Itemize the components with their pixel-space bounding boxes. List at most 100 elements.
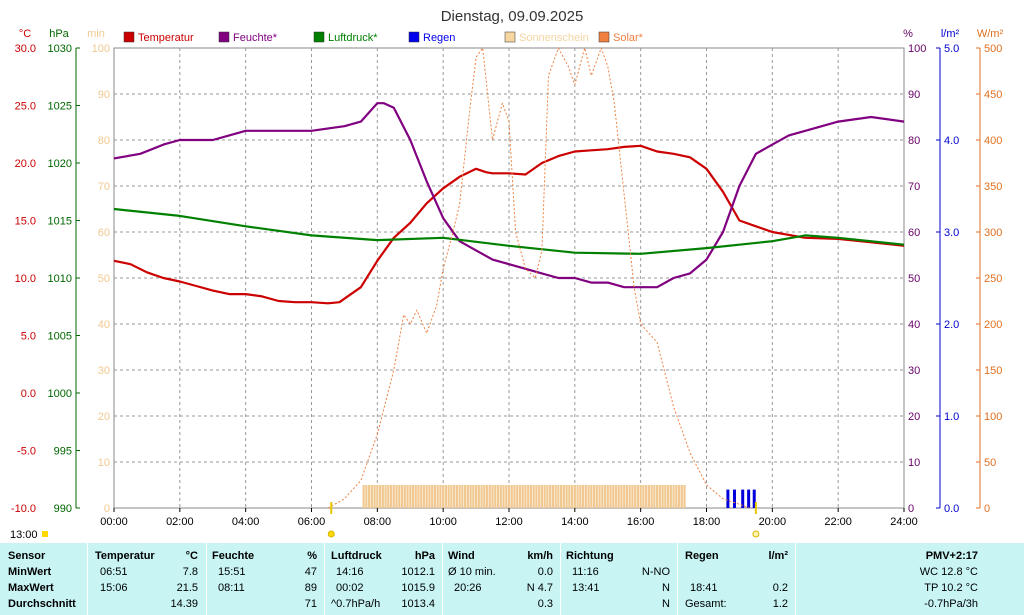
sunshine-bar xyxy=(551,485,554,508)
sunshine-bar xyxy=(521,485,524,508)
sunshine-tick-label: 80 xyxy=(98,135,110,147)
sunshine-bar xyxy=(573,485,576,508)
solar-tick-label: 150 xyxy=(984,365,1002,377)
richtung-max-value: N xyxy=(662,582,670,594)
sunshine-bar xyxy=(477,485,480,508)
sunshine-bar xyxy=(466,485,469,508)
x-tick-label: 16:00 xyxy=(627,516,655,528)
sunshine-bar xyxy=(546,485,549,508)
temperatur-max-time: 15:06 xyxy=(100,582,128,594)
sunshine-bar xyxy=(483,485,486,508)
sunshine-bar xyxy=(606,485,609,508)
wind-max-time: 20:26 xyxy=(454,582,482,594)
sunshine-bar xyxy=(642,485,645,508)
statistics-table: Sensor MinWert MaxWert Durchschnitt Temp… xyxy=(0,543,1024,615)
temperatur-unit: °C xyxy=(185,550,198,562)
luftdruck-unit: hPa xyxy=(414,550,435,562)
humidity-tick-label: 10 xyxy=(908,457,920,469)
luftdruck-max-time: 00:02 xyxy=(336,582,364,594)
sunshine-tick-label: 100 xyxy=(92,43,110,55)
humidity-tick-label: 100 xyxy=(908,43,926,55)
rain-tick-label: 3.0 xyxy=(944,227,959,239)
bar-marks xyxy=(362,485,756,508)
wind-header: Wind xyxy=(448,550,475,562)
pressure-trend-3h: -0.7hPa/3h xyxy=(924,598,978,610)
temperature-tick-label: 15.0 xyxy=(15,216,36,228)
legend: Temperatur Feuchte* Luftdruck* Regen Sonnens… xyxy=(123,31,644,44)
sunshine-bar xyxy=(450,485,453,508)
luftdruck-header: Luftdruck xyxy=(331,550,382,562)
sunshine-bar xyxy=(400,485,404,508)
temperatur-min-value: 7.8 xyxy=(182,566,198,578)
sunshine-bar xyxy=(677,485,681,508)
luftdruck-max-value: 1015.9 xyxy=(401,582,435,594)
legend-label: Solar* xyxy=(613,32,644,44)
x-tick-label: 02:00 xyxy=(166,516,194,528)
luftdruck-min-time: 14:16 xyxy=(336,566,364,578)
x-tick-label: 08:00 xyxy=(364,516,392,528)
sunshine-bar xyxy=(461,485,464,508)
solar-tick-label: 200 xyxy=(984,319,1002,331)
legend-swatch xyxy=(408,31,420,43)
humidity-tick-label: 70 xyxy=(908,181,920,193)
feuchte-max-time: 08:11 xyxy=(218,582,245,594)
sunshine-bar xyxy=(560,485,563,508)
sunshine-bar xyxy=(590,485,593,508)
sunshine-bar xyxy=(387,485,390,508)
sunshine-bar xyxy=(620,485,623,508)
sunshine-bar xyxy=(661,485,664,508)
solar-tick-label: 350 xyxy=(984,181,1002,193)
sunshine-bar xyxy=(634,485,637,508)
sunshine-bar xyxy=(625,485,629,508)
feuchte-avg-value: 71 xyxy=(304,598,317,610)
sunshine-bar xyxy=(579,485,582,508)
temperatur-max-value: 21.5 xyxy=(176,582,198,594)
legend-swatch xyxy=(313,31,325,43)
sunshine-bar xyxy=(384,485,387,508)
sunshine-bar xyxy=(507,485,511,508)
regen-max-time: 18:41 xyxy=(690,582,718,594)
legend-label: Luftdruck* xyxy=(328,32,378,44)
pmv-header: PMV+2:17 xyxy=(925,550,978,562)
sunshine-bar xyxy=(398,485,401,508)
richtung-max-time: 13:41 xyxy=(572,582,600,594)
legend-label: Sonnenschein xyxy=(519,32,589,44)
x-tick-label: 12:00 xyxy=(495,516,523,528)
sunshine-bar xyxy=(502,485,505,508)
sunshine-tick-label: 30 xyxy=(98,365,110,377)
humidity-tick-label: 30 xyxy=(908,365,920,377)
sunshine-bar xyxy=(664,485,667,508)
sunshine-bar xyxy=(598,485,601,508)
sunshine-tick-label: 0 xyxy=(104,503,110,515)
sun-time-marker xyxy=(42,531,48,537)
sunshine-bar xyxy=(524,485,527,508)
humidity-tick-label: 80 xyxy=(908,135,920,147)
windchill-value: WC 12.8 °C xyxy=(919,566,978,578)
rain-tick-label: 1.0 xyxy=(944,411,959,423)
sunshine-bar xyxy=(474,485,478,508)
sunshine-bar xyxy=(389,485,393,508)
temperature-tick-label: 10.0 xyxy=(15,273,36,285)
sunshine-tick-label: 90 xyxy=(98,89,110,101)
sunshine-bar xyxy=(667,485,670,508)
sun-time-label: 13:00 xyxy=(10,529,38,541)
x-tick-label: 00:00 xyxy=(100,516,128,528)
feuchte-unit: % xyxy=(307,550,317,562)
sunshine-bar xyxy=(669,485,672,508)
temperature-tick-label: 25.0 xyxy=(15,101,36,113)
maxwert-label: MaxWert xyxy=(8,582,54,594)
sunshine-bar xyxy=(518,485,522,508)
x-tick-label: 10:00 xyxy=(429,516,457,528)
x-tick-label: 24:00 xyxy=(890,516,918,528)
sunshine-bar xyxy=(464,485,467,508)
sunshine-bar xyxy=(406,485,409,508)
sunshine-bar xyxy=(480,485,483,508)
sunshine-tick-label: 60 xyxy=(98,227,110,239)
legend-swatch xyxy=(218,31,230,43)
humidity-tick-label: 50 xyxy=(908,273,920,285)
legend-swatch xyxy=(504,31,516,43)
sunshine-tick-label: 70 xyxy=(98,181,110,193)
sunshine-bar xyxy=(433,485,437,508)
sunshine-bar xyxy=(581,485,585,508)
sunshine-bar xyxy=(513,485,516,508)
